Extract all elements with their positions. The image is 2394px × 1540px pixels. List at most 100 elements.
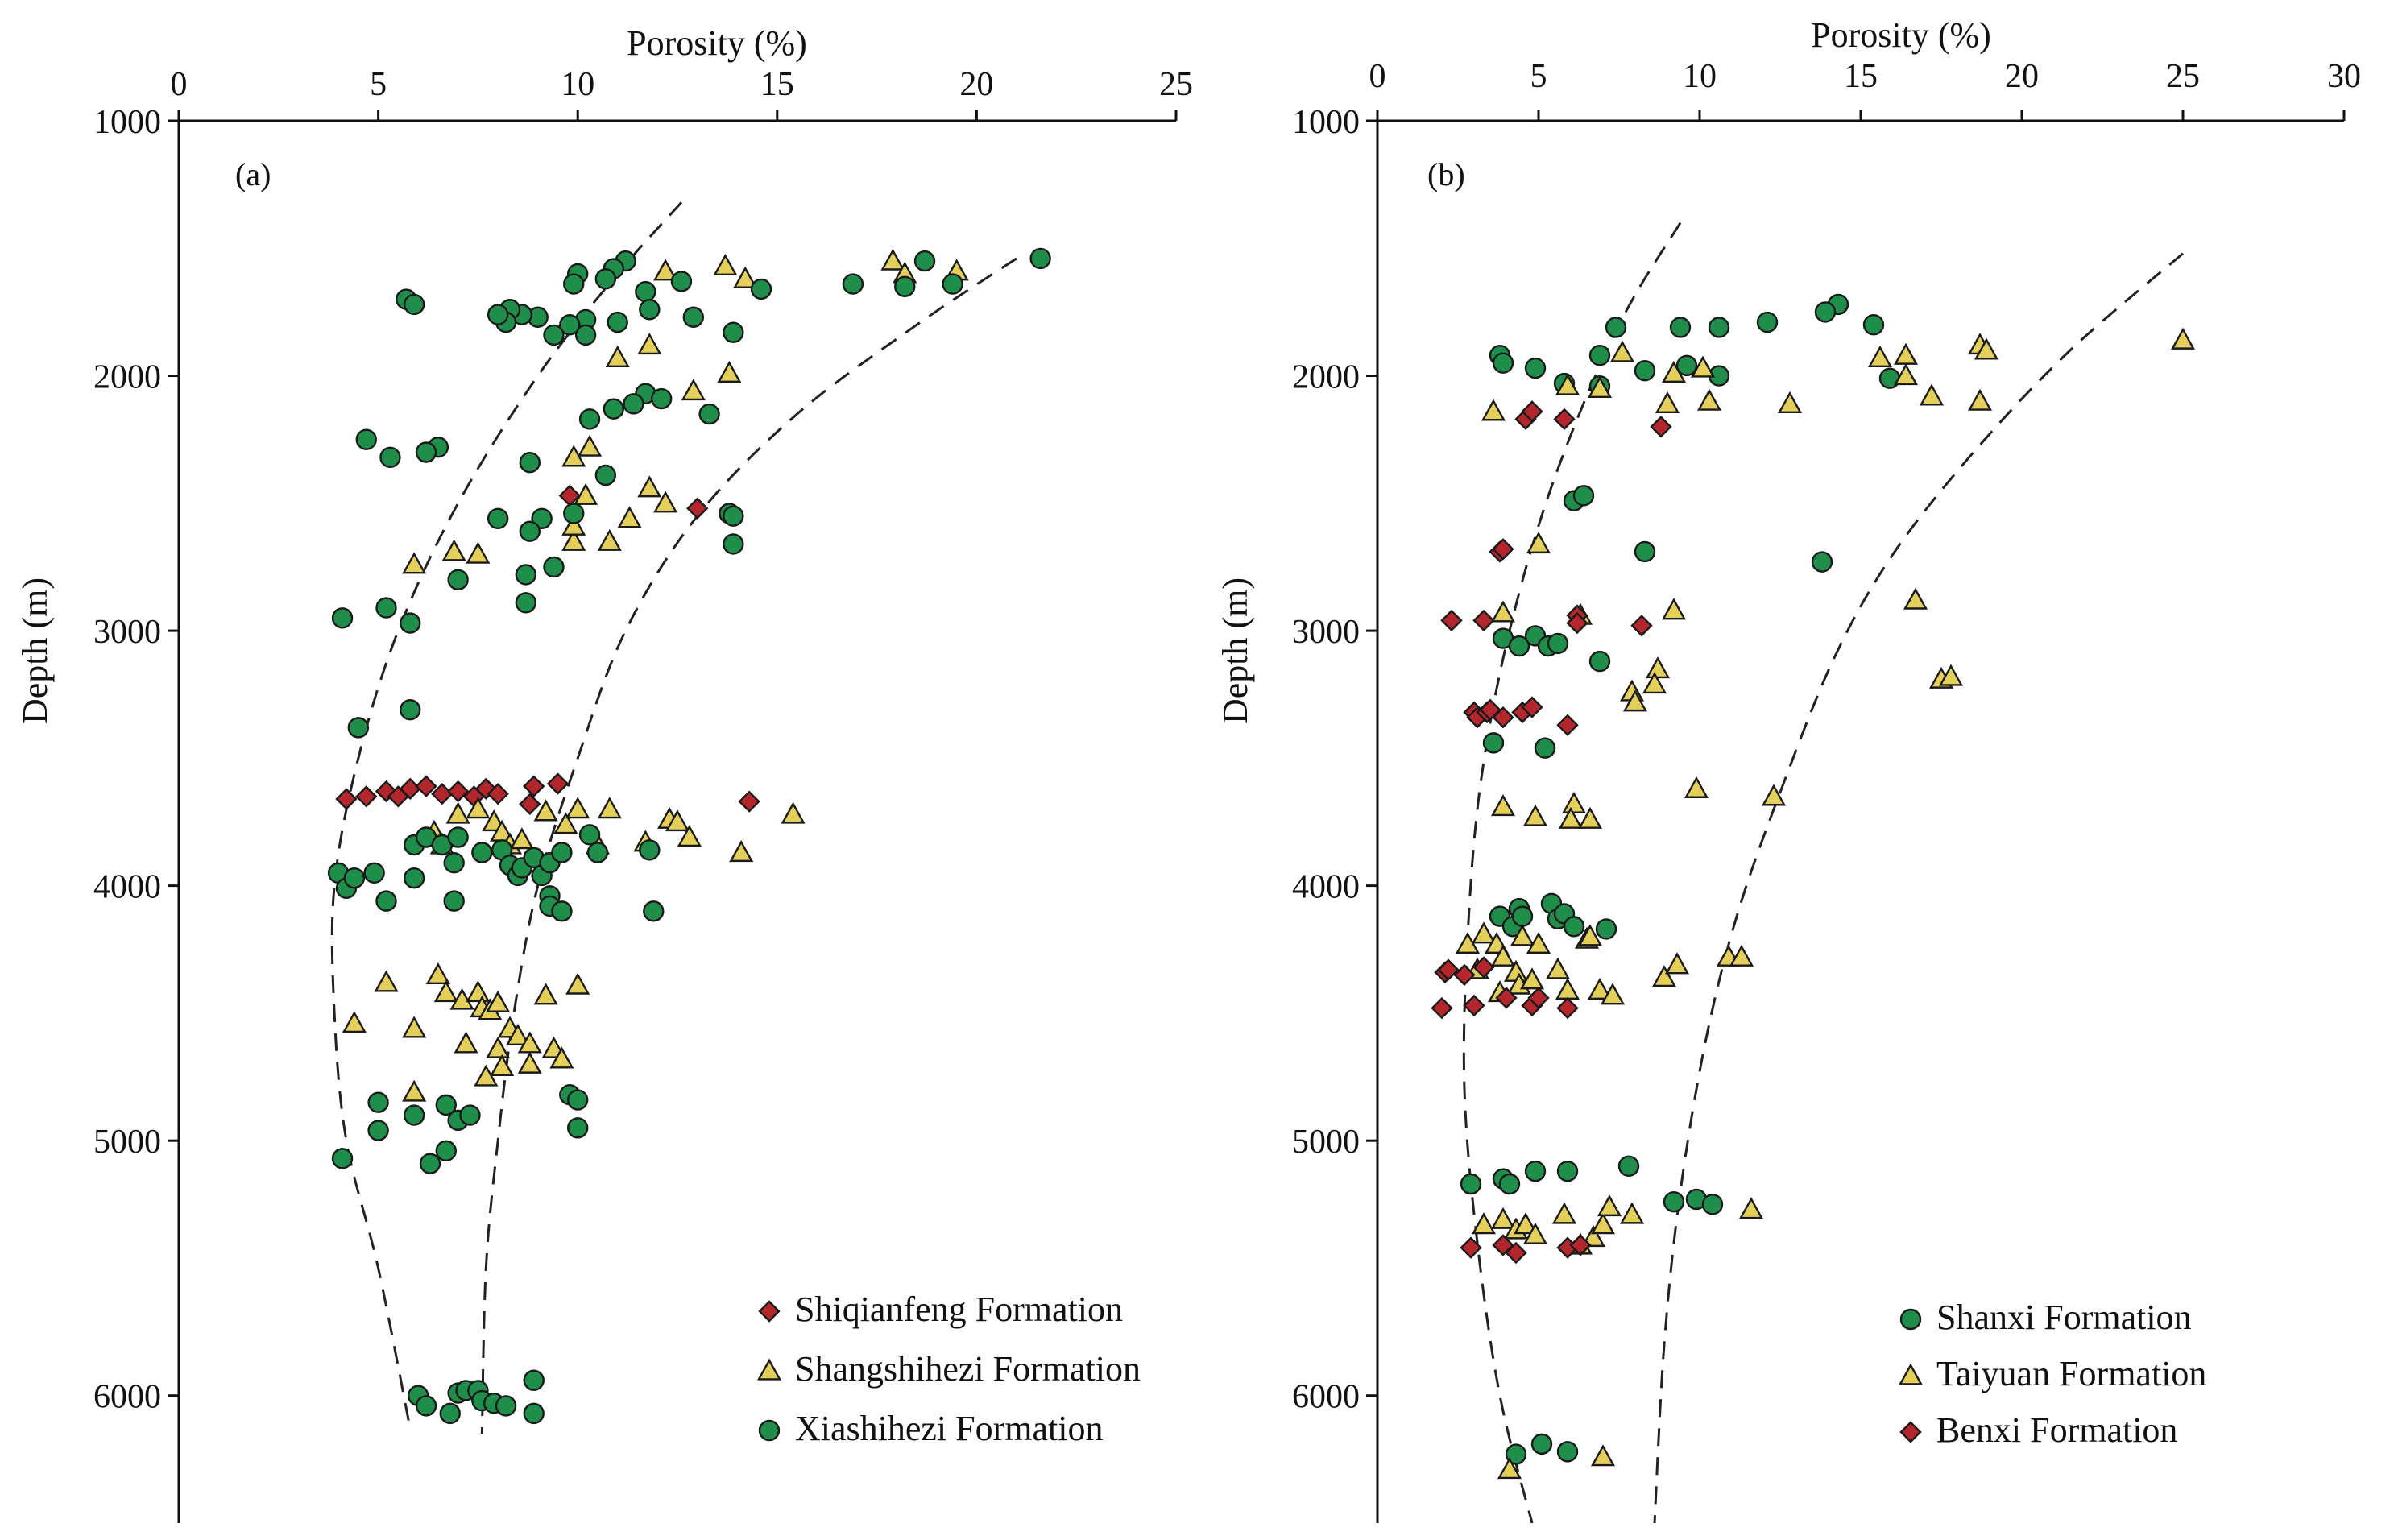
data-point	[1761, 784, 1787, 806]
data-point	[698, 403, 720, 425]
panel-b-data-points	[1431, 293, 2196, 1480]
data-point	[1492, 706, 1514, 729]
data-point	[1938, 664, 1964, 686]
data-point	[1558, 806, 1584, 829]
data-point	[565, 797, 590, 819]
data-point	[1472, 609, 1495, 632]
data-point	[1814, 301, 1837, 323]
data-point	[597, 528, 622, 551]
data-point	[723, 321, 744, 343]
data-point	[551, 900, 573, 922]
data-point	[1580, 1224, 1606, 1248]
data-point	[1437, 958, 1460, 981]
data-point	[1561, 791, 1587, 813]
legend-marker-shanxi-formation	[1899, 1308, 1922, 1331]
data-point	[1463, 994, 1485, 1017]
x-tick-label: 25	[1159, 66, 1193, 103]
legend-label-shangshihezi-formation: Shangshihezi Formation	[795, 1349, 1141, 1389]
data-point	[723, 505, 744, 527]
x-tick-label: 30	[2327, 58, 2361, 95]
panel-a-legend: Shiqianfeng Formation Shangshihezi Format…	[756, 1290, 1141, 1448]
panel-a-ylabel: Depth (m)	[15, 578, 55, 724]
data-point	[597, 797, 622, 819]
data-point	[1522, 804, 1548, 826]
envelope-curve	[1462, 221, 1682, 1524]
data-point	[1524, 357, 1547, 379]
data-point	[1572, 485, 1595, 507]
data-point	[454, 1031, 478, 1054]
y-tick-label: 6000	[93, 1379, 161, 1416]
y-tick-label: 3000	[1292, 614, 1360, 651]
data-point	[1029, 247, 1051, 270]
panel-b-envelopes	[1462, 221, 2184, 1524]
data-point	[594, 268, 617, 290]
data-point	[563, 273, 585, 295]
data-point	[1505, 1241, 1527, 1265]
data-point	[509, 827, 534, 850]
legend-marker-xiashihezi-formation	[758, 1419, 781, 1442]
data-point	[578, 824, 601, 846]
panel-b-label: (b)	[1427, 156, 1465, 192]
data-point	[379, 446, 401, 469]
data-point	[1547, 632, 1569, 655]
y-tick-label: 2000	[93, 359, 161, 396]
data-point	[1492, 538, 1514, 561]
x-tick-label: 15	[1844, 58, 1878, 95]
legend-label-xiashihezi-formation: Xiashihezi Formation	[795, 1409, 1104, 1448]
data-point	[446, 780, 470, 803]
data-point	[1556, 714, 1579, 736]
data-point	[415, 1395, 437, 1417]
data-point	[486, 1036, 511, 1058]
data-point	[565, 972, 590, 995]
data-point	[1440, 609, 1463, 632]
data-point	[355, 428, 377, 450]
data-point	[519, 793, 541, 816]
data-point	[439, 1402, 461, 1425]
data-point	[1663, 1190, 1685, 1213]
data-point	[367, 1091, 389, 1113]
panel-b-axes	[1366, 110, 2346, 1523]
data-point	[1609, 340, 1635, 362]
data-point	[1622, 689, 1648, 712]
data-point	[1566, 611, 1588, 635]
data-point	[880, 248, 905, 271]
data-point	[1431, 996, 1453, 1020]
x-tick-label: 5	[370, 66, 387, 103]
data-point	[1862, 314, 1885, 336]
data-point	[1651, 965, 1677, 987]
data-point	[402, 552, 427, 574]
data-point	[447, 569, 469, 590]
data-point	[1605, 317, 1627, 338]
data-point	[1634, 360, 1656, 382]
data-point	[1777, 391, 1803, 413]
data-point	[486, 990, 511, 1012]
data-point	[1545, 957, 1571, 979]
data-point	[650, 387, 673, 410]
data-point	[1738, 1197, 1764, 1219]
legend-label-shanxi-formation: Shanxi Formation	[1936, 1298, 2192, 1337]
x-tick-label: 20	[2005, 58, 2039, 95]
data-point	[447, 826, 469, 848]
data-point	[1708, 317, 1730, 338]
data-point	[487, 782, 509, 805]
data-point	[1481, 399, 1506, 421]
data-point	[1630, 615, 1653, 637]
data-point	[561, 528, 586, 551]
data-point	[637, 475, 662, 498]
data-point	[533, 983, 558, 1005]
data-point	[894, 275, 916, 297]
x-tick-label: 15	[760, 66, 794, 103]
panel-a-porosity-depth: Porosity (%) Depth (m) (a) 0 5 10 15 20 25 10…	[15, 23, 1193, 1523]
data-point	[549, 1046, 574, 1069]
data-point	[402, 1079, 427, 1102]
legend-label-benxi-formation: Benxi Formation	[1936, 1410, 2177, 1450]
panel-b-ylabel: Depth (m)	[1216, 578, 1255, 724]
data-point	[487, 304, 509, 325]
data-point	[1664, 952, 1690, 975]
data-point	[1577, 806, 1603, 829]
data-point	[1460, 1173, 1482, 1195]
data-point	[639, 299, 661, 321]
data-point	[363, 862, 385, 884]
legend-marker-shiqianfeng-formation	[758, 1300, 781, 1323]
data-point	[1490, 794, 1516, 817]
